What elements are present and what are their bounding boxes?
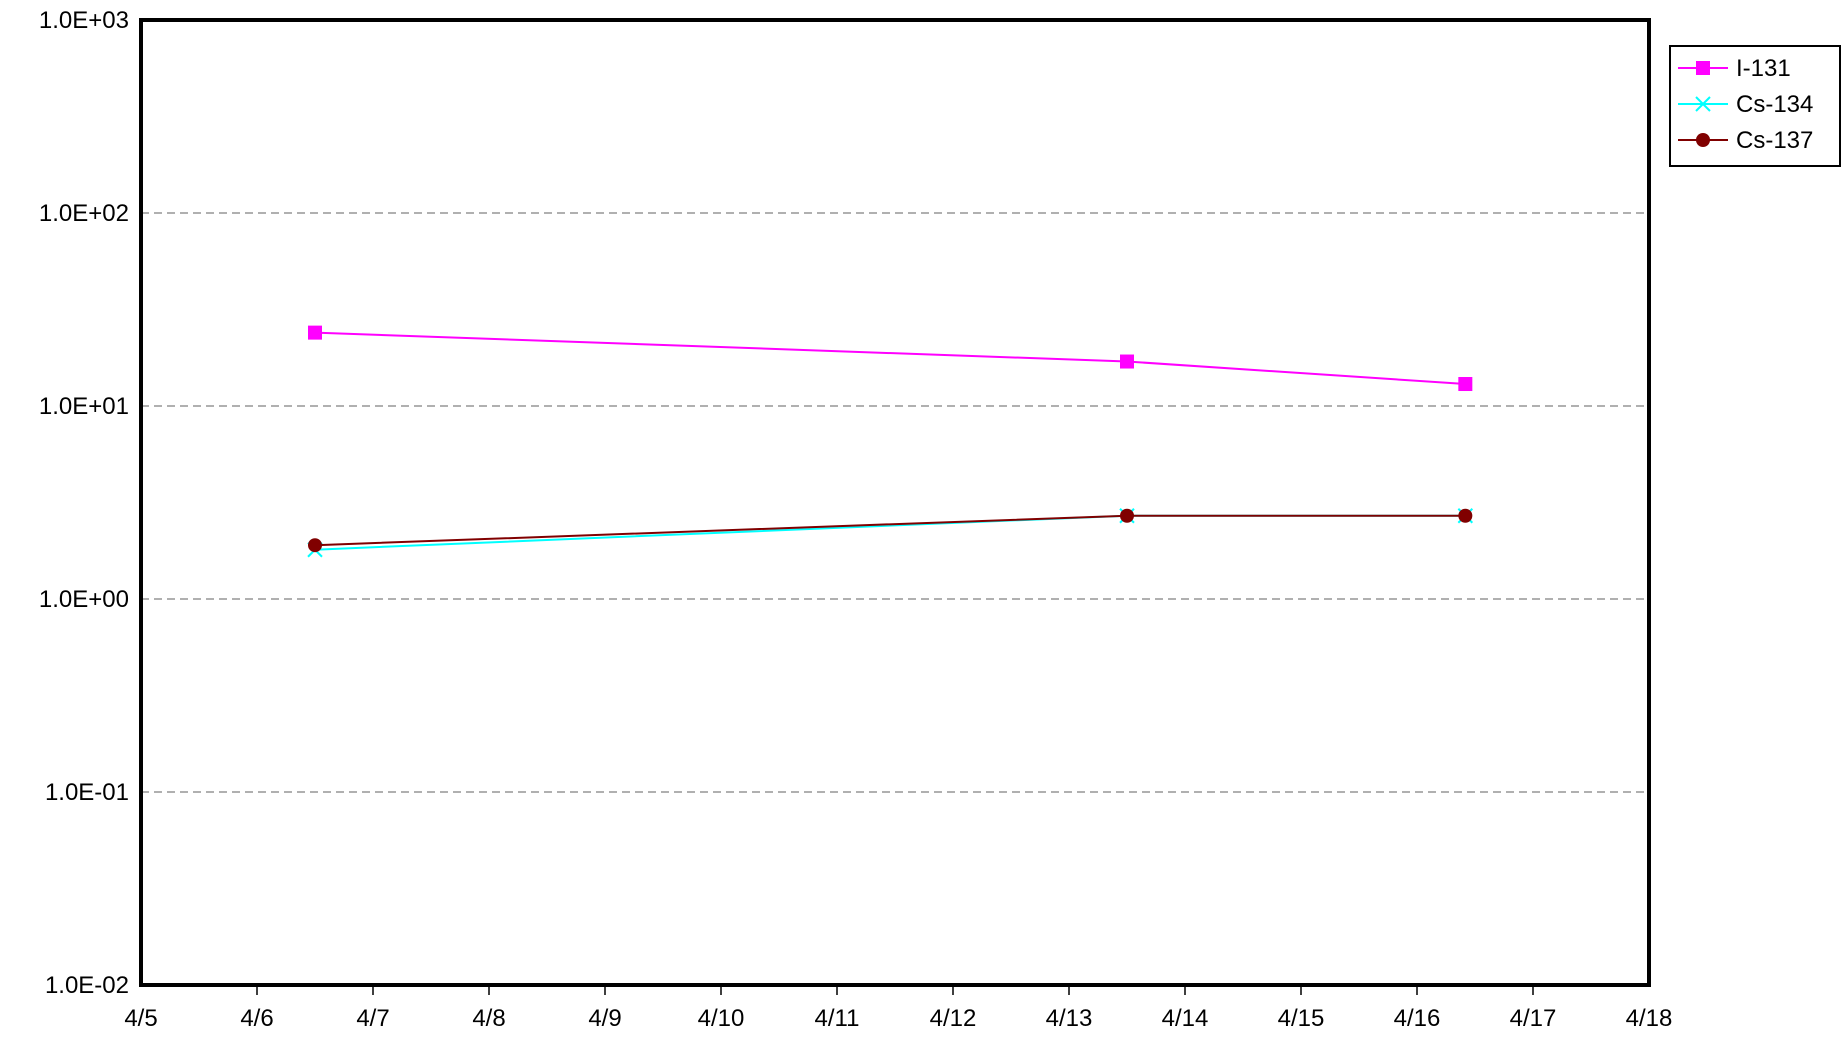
y-tick-label: 1.0E-02: [45, 972, 129, 999]
x-tick-label: 4/15: [1278, 1005, 1325, 1032]
legend-label: Cs-137: [1736, 127, 1813, 154]
legend: I-131 Cs-134 Cs-137: [1669, 45, 1841, 167]
x-tick-label: 4/8: [472, 1005, 505, 1032]
x-tick-label: 4/17: [1510, 1005, 1557, 1032]
x-tick-label: 4/6: [240, 1005, 273, 1032]
data-point-cs-137: [1458, 508, 1473, 523]
series-line-i-131: [314, 331, 1466, 385]
data-point-cs-137: [1120, 508, 1134, 523]
x-tick-label: 4/7: [356, 1005, 389, 1032]
legend-swatch-marker: [1696, 61, 1710, 75]
x-tick-label: 4/5: [124, 1005, 157, 1032]
data-point-cs-137: [308, 538, 322, 553]
data-point-i-131: [308, 325, 322, 340]
legend-label: Cs-134: [1736, 91, 1813, 118]
x-tick-label: 4/11: [815, 1005, 860, 1032]
series-line-cs-137: [314, 514, 1466, 547]
legend-entry-i-131: I-131: [1678, 55, 1791, 82]
data-point-i-131: [1458, 377, 1473, 392]
series-i-131: [308, 325, 1473, 392]
legend-swatch-marker: [1696, 133, 1710, 147]
x-tick-label: 4/9: [588, 1005, 621, 1032]
y-tick-label: 1.0E+01: [39, 393, 129, 420]
series-line-cs-134: [314, 514, 1466, 551]
x-tick-label: 4/10: [698, 1005, 745, 1032]
axes: 1.0E-02 1.0E-01 1.0E+00 1.0E+01 1.0E+02 1.0E+…: [39, 7, 1672, 1032]
x-tick-label: 4/13: [1046, 1005, 1093, 1032]
x-tick-label: 4/14: [1162, 1005, 1209, 1032]
y-tick-label: 1.0E+02: [39, 200, 129, 227]
legend-entry-cs-134: Cs-134: [1678, 91, 1813, 118]
data-point-i-131: [1120, 354, 1134, 369]
x-tick-label: 4/18: [1626, 1005, 1673, 1032]
y-tick-label: 1.0E+03: [39, 7, 129, 34]
x-tick-label: 4/16: [1394, 1005, 1441, 1032]
gridlines: [141, 212, 1649, 793]
series-layer: [307, 325, 1474, 558]
marker-stroke: [1695, 96, 1711, 112]
y-tick-label: 1.0E+00: [39, 586, 129, 613]
y-tick-label: 1.0E-01: [45, 779, 129, 806]
legend-swatch-marker: [1695, 96, 1711, 112]
legend-label: I-131: [1736, 55, 1791, 82]
plot-area-frame: [139, 18, 1651, 987]
legend-entry-cs-137: Cs-137: [1678, 127, 1813, 154]
x-tick-label: 4/12: [930, 1005, 977, 1032]
series-cs-137: [308, 508, 1473, 553]
